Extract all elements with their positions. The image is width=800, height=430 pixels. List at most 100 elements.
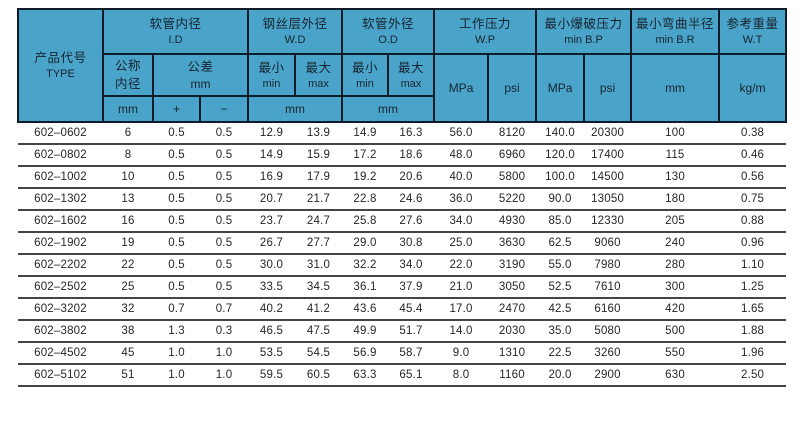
cell-wd-min: 26.7 [248, 232, 295, 256]
cell-id-nominal: 19 [103, 232, 153, 256]
cell-od-min: 36.1 [342, 276, 389, 300]
cell-wp-psi: 3630 [488, 232, 537, 256]
table-row: 602–0602 6 0.5 0.5 12.9 13.9 14.9 16.3 5… [18, 122, 787, 146]
cell-bp-psi: 13050 [584, 188, 632, 212]
cell-od-min: 25.8 [342, 210, 389, 234]
cell-tol-minus: 0.3 [200, 320, 248, 344]
cell-wd-max: 41.2 [295, 298, 343, 322]
cell-tol-minus: 0.5 [200, 254, 248, 278]
cell-id-nominal: 51 [103, 364, 153, 388]
cell-bp-psi: 12330 [584, 210, 632, 234]
header-product-zh: 产品代号 [34, 51, 87, 66]
cell-tol-minus: 0.7 [200, 298, 248, 322]
header-br-unit: mm [630, 52, 721, 124]
cell-id-nominal: 22 [103, 254, 153, 278]
cell-br-mm: 180 [631, 188, 720, 212]
cell-wp-mpa: 48.0 [434, 144, 489, 168]
cell-type: 602–2202 [18, 254, 103, 278]
cell-wp-psi: 5220 [488, 188, 537, 212]
header-bp-mpa: MPa [535, 52, 586, 124]
cell-bp-psi: 3260 [584, 342, 632, 366]
table-row: 602–1002 10 0.5 0.5 16.9 17.9 19.2 20.6 … [18, 166, 787, 190]
cell-wd-max: 24.7 [295, 210, 343, 234]
cell-bp-mpa: 120.0 [536, 144, 585, 168]
cell-wp-psi: 1160 [488, 364, 537, 388]
cell-wd-max: 21.7 [295, 188, 343, 212]
cell-tol-plus: 0.7 [153, 298, 200, 322]
table-row: 602–1302 13 0.5 0.5 20.7 21.7 22.8 24.6 … [18, 188, 787, 212]
table-row: 602–0802 8 0.5 0.5 14.9 15.9 17.2 18.6 4… [18, 144, 787, 168]
cell-od-max: 20.6 [388, 166, 435, 190]
cell-wp-psi: 5800 [488, 166, 537, 190]
cell-bp-psi: 6160 [584, 298, 632, 322]
cell-tol-plus: 0.5 [153, 276, 200, 300]
cell-wt-kgm: 1.96 [719, 342, 787, 366]
cell-type: 602–4502 [18, 342, 103, 366]
cell-wp-psi: 3190 [488, 254, 537, 278]
cell-wd-min: 16.9 [248, 166, 295, 190]
cell-od-max: 34.0 [388, 254, 435, 278]
cell-type: 602–2502 [18, 276, 103, 300]
cell-wp-psi: 3050 [488, 276, 537, 300]
cell-br-mm: 205 [631, 210, 720, 234]
cell-id-nominal: 10 [103, 166, 153, 190]
header-group-weight: 参考重量 W.T [718, 8, 788, 55]
cell-type: 602–1602 [18, 210, 103, 234]
cell-type: 602–0802 [18, 144, 103, 168]
cell-bp-mpa: 42.5 [536, 298, 585, 322]
cell-wp-mpa: 36.0 [434, 188, 489, 212]
cell-wp-psi: 6960 [488, 144, 537, 168]
header-group-bend-radius: 最小弯曲半径 min B.R [630, 8, 721, 55]
cell-wd-max: 47.5 [295, 320, 343, 344]
cell-wd-min: 14.9 [248, 144, 295, 168]
cell-wp-psi: 2470 [488, 298, 537, 322]
cell-tol-plus: 0.5 [153, 122, 200, 146]
header-nominal-id: 公称 内径 [102, 52, 154, 98]
cell-wp-mpa: 22.0 [434, 254, 489, 278]
cell-br-mm: 420 [631, 298, 720, 322]
cell-wd-min: 30.0 [248, 254, 295, 278]
header-od-max: 最大 max [387, 52, 436, 98]
cell-tol-plus: 1.0 [153, 342, 200, 366]
cell-type: 602–3802 [18, 320, 103, 344]
header-tol-plus: + [152, 95, 201, 124]
cell-wt-kgm: 1.10 [719, 254, 787, 278]
cell-wd-max: 17.9 [295, 166, 343, 190]
cell-bp-mpa: 90.0 [536, 188, 585, 212]
hose-spec-table: 产品代号 TYPE 软管内径 I.D 钢丝层外径 W.D 软管外径 O.D 工作… [17, 7, 788, 388]
header-group-inner-diameter: 软管内径 I.D [102, 8, 249, 55]
cell-od-min: 63.3 [342, 364, 389, 388]
cell-wt-kgm: 2.50 [719, 364, 787, 388]
cell-wp-mpa: 14.0 [434, 320, 489, 344]
cell-tol-plus: 0.5 [153, 210, 200, 234]
cell-wt-kgm: 0.38 [719, 122, 787, 146]
cell-br-mm: 630 [631, 364, 720, 388]
table-row: 602–3802 38 1.3 0.3 46.5 47.5 49.9 51.7 … [18, 320, 787, 344]
cell-od-max: 45.4 [388, 298, 435, 322]
cell-od-max: 51.7 [388, 320, 435, 344]
cell-tol-plus: 0.5 [153, 166, 200, 190]
cell-br-mm: 130 [631, 166, 720, 190]
cell-tol-minus: 1.0 [200, 342, 248, 366]
cell-wd-min: 46.5 [248, 320, 295, 344]
cell-wt-kgm: 0.96 [719, 232, 787, 256]
cell-br-mm: 550 [631, 342, 720, 366]
cell-bp-psi: 7610 [584, 276, 632, 300]
cell-od-max: 65.1 [388, 364, 435, 388]
cell-wd-min: 40.2 [248, 298, 295, 322]
cell-wp-mpa: 56.0 [434, 122, 489, 146]
cell-br-mm: 500 [631, 320, 720, 344]
header-od-min: 最小 min [341, 52, 390, 98]
cell-od-min: 22.8 [342, 188, 389, 212]
cell-wd-min: 20.7 [248, 188, 295, 212]
table-row: 602–1902 19 0.5 0.5 26.7 27.7 29.0 30.8 … [18, 232, 787, 256]
cell-wp-mpa: 9.0 [434, 342, 489, 366]
header-wd-unit: mm [246, 95, 344, 124]
cell-wt-kgm: 0.75 [719, 188, 787, 212]
cell-od-min: 19.2 [342, 166, 389, 190]
cell-wd-max: 13.9 [295, 122, 343, 146]
cell-od-max: 58.7 [388, 342, 435, 366]
table-row: 602–4502 45 1.0 1.0 53.5 54.5 56.9 58.7 … [18, 342, 787, 366]
header-group-wire-diameter: 钢丝层外径 W.D [246, 8, 344, 55]
